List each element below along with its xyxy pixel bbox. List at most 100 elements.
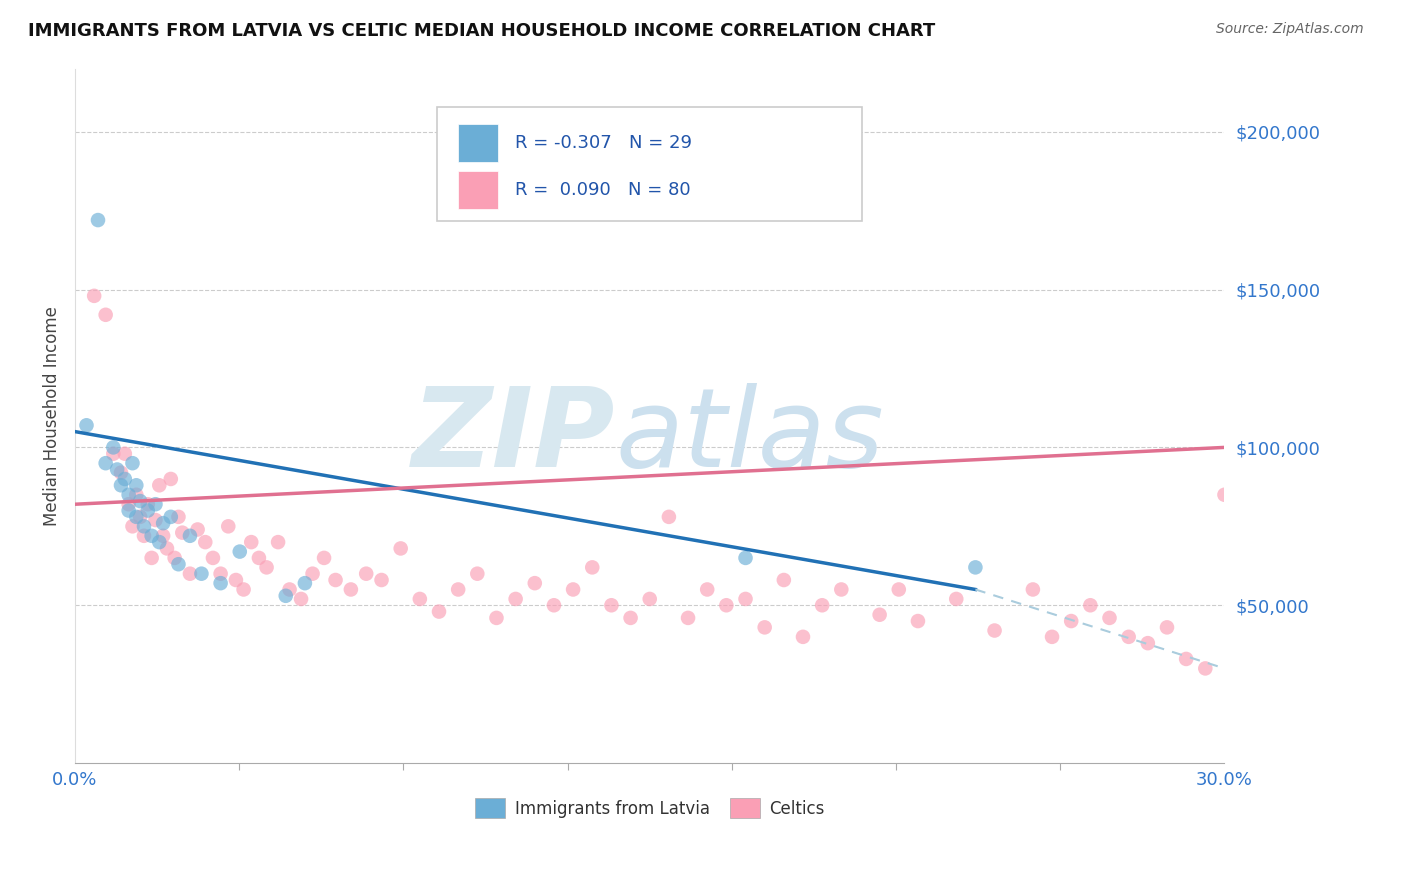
Point xyxy=(983,624,1005,638)
Point xyxy=(105,462,128,476)
Point xyxy=(179,566,201,581)
Point xyxy=(114,447,136,461)
Text: IMMIGRANTS FROM LATVIA VS CELTIC MEDIAN HOUSEHOLD INCOME CORRELATION CHART: IMMIGRANTS FROM LATVIA VS CELTIC MEDIAN … xyxy=(28,22,935,40)
Point xyxy=(965,560,987,574)
Point xyxy=(103,447,125,461)
Text: atlas: atlas xyxy=(616,384,884,491)
Point xyxy=(1040,630,1063,644)
Point xyxy=(1136,636,1159,650)
Point xyxy=(209,566,232,581)
Point xyxy=(163,550,186,565)
Point xyxy=(370,573,392,587)
Point xyxy=(232,582,254,597)
Point xyxy=(523,576,546,591)
Point xyxy=(125,488,148,502)
Point xyxy=(167,509,190,524)
Point xyxy=(129,509,152,524)
Point xyxy=(156,541,179,556)
Point xyxy=(141,529,163,543)
Point xyxy=(754,620,776,634)
Point xyxy=(172,525,194,540)
Point xyxy=(301,566,323,581)
Point xyxy=(1175,652,1198,666)
Point xyxy=(1060,614,1083,628)
Point xyxy=(148,535,170,549)
Point xyxy=(278,582,301,597)
Point xyxy=(229,544,252,558)
Point xyxy=(87,213,110,227)
Point xyxy=(1118,630,1140,644)
Point xyxy=(734,591,756,606)
Point xyxy=(1080,599,1102,613)
FancyBboxPatch shape xyxy=(437,107,862,221)
Point xyxy=(201,550,224,565)
Point xyxy=(114,472,136,486)
Bar xyxy=(458,170,498,209)
Point xyxy=(179,529,201,543)
Point xyxy=(121,456,143,470)
Point xyxy=(118,497,141,511)
Point xyxy=(658,509,681,524)
Point xyxy=(1213,488,1236,502)
Point xyxy=(110,478,132,492)
Point xyxy=(247,550,270,565)
Point xyxy=(830,582,852,597)
Bar xyxy=(458,124,498,162)
Point xyxy=(256,560,278,574)
Text: R =  0.090   N = 80: R = 0.090 N = 80 xyxy=(515,181,690,199)
Point xyxy=(389,541,412,556)
Point xyxy=(465,566,488,581)
Point xyxy=(485,611,508,625)
Point xyxy=(1098,611,1121,625)
Legend: Immigrants from Latvia, Celtics: Immigrants from Latvia, Celtics xyxy=(468,792,831,824)
Point xyxy=(240,535,263,549)
Point xyxy=(94,308,117,322)
Point xyxy=(294,576,316,591)
Point xyxy=(194,535,217,549)
Point xyxy=(543,599,565,613)
Point xyxy=(225,573,247,587)
Point xyxy=(110,466,132,480)
Point xyxy=(94,456,117,470)
Point xyxy=(118,503,141,517)
Point xyxy=(148,478,170,492)
Point xyxy=(447,582,470,597)
Point xyxy=(945,591,967,606)
Point xyxy=(152,516,174,531)
Point xyxy=(136,503,159,517)
Text: ZIP: ZIP xyxy=(412,384,616,491)
Point xyxy=(638,591,661,606)
Point xyxy=(141,550,163,565)
Text: R = -0.307   N = 29: R = -0.307 N = 29 xyxy=(515,134,692,153)
Point xyxy=(125,509,148,524)
Point xyxy=(159,472,181,486)
Point xyxy=(427,605,450,619)
Point xyxy=(145,497,167,511)
Point xyxy=(676,611,699,625)
Point xyxy=(267,535,290,549)
Point xyxy=(340,582,363,597)
Point xyxy=(121,519,143,533)
Point xyxy=(125,478,148,492)
Point xyxy=(132,519,155,533)
Point xyxy=(354,566,377,581)
Point xyxy=(619,611,641,625)
Point xyxy=(1156,620,1178,634)
Point xyxy=(209,576,232,591)
Point xyxy=(290,591,312,606)
Point xyxy=(136,497,159,511)
Point xyxy=(190,566,212,581)
Point xyxy=(1194,661,1216,675)
Point xyxy=(716,599,738,613)
Point xyxy=(325,573,347,587)
Point xyxy=(132,529,155,543)
Point xyxy=(274,589,297,603)
Point xyxy=(696,582,718,597)
Point xyxy=(217,519,239,533)
Point xyxy=(145,513,167,527)
Point xyxy=(312,550,335,565)
Point xyxy=(792,630,814,644)
Point xyxy=(167,558,190,572)
Point xyxy=(129,494,152,508)
Point xyxy=(772,573,794,587)
